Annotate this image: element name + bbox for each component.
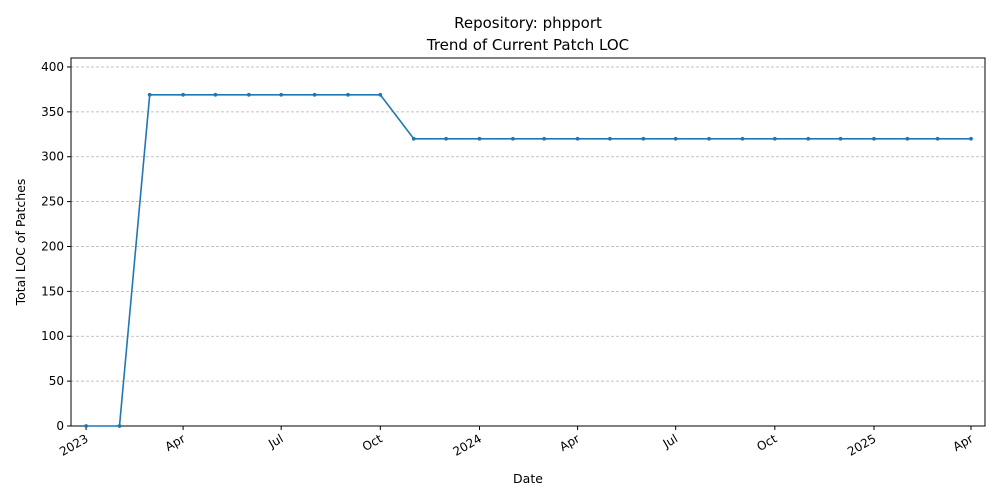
x-tick-label: Apr — [951, 431, 976, 454]
data-point — [477, 136, 482, 141]
series-line — [86, 94, 971, 427]
data-point — [181, 92, 185, 97]
y-tick-label: 250 — [41, 195, 64, 209]
data-point — [772, 136, 777, 141]
data-point — [147, 92, 152, 97]
y-tick-label: 350 — [41, 105, 64, 119]
x-tick-label: Apr — [163, 431, 188, 454]
x-tick-label: 2025 — [845, 431, 878, 458]
y-axis-ticks: 0 50 100 150 200 250 300 350 400 — [41, 60, 71, 433]
chart-title: Repository: phpport — [454, 14, 602, 32]
data-point — [872, 136, 876, 141]
y-tick-label: 50 — [49, 374, 64, 388]
data-point — [641, 136, 646, 141]
y-tick-label: 200 — [41, 239, 64, 253]
x-tick-label: Oct — [754, 431, 779, 454]
data-point — [246, 92, 251, 97]
x-tick-label: Jul — [660, 431, 680, 451]
data-point — [378, 92, 383, 97]
y-axis-label: Total LOC of Patches — [13, 179, 28, 307]
x-tick-label: 2023 — [57, 431, 90, 458]
data-point — [346, 92, 350, 97]
data-point — [575, 136, 580, 141]
y-tick-label: 150 — [41, 284, 64, 298]
x-axis-label: Date — [513, 471, 543, 486]
data-point — [411, 136, 416, 141]
data-point — [673, 136, 678, 141]
x-tick-label: Jul — [265, 431, 285, 451]
data-point — [444, 136, 448, 141]
x-tick-label: Oct — [360, 431, 385, 454]
data-point — [279, 92, 284, 97]
y-tick-label: 300 — [41, 150, 64, 164]
grid-lines — [71, 66, 985, 382]
data-point — [608, 136, 612, 141]
y-tick-label: 400 — [41, 60, 64, 74]
axes — [70, 57, 986, 427]
data-point — [542, 136, 547, 141]
data-point — [740, 136, 745, 141]
data-point — [806, 136, 811, 141]
data-point — [312, 92, 317, 97]
data-point — [935, 136, 940, 141]
data-point — [707, 136, 711, 141]
x-tick-label: 2024 — [451, 431, 484, 458]
data-point — [213, 92, 218, 97]
data-point — [905, 136, 910, 141]
y-tick-label: 100 — [41, 329, 64, 343]
chart-subtitle: Trend of Current Patch LOC — [426, 36, 629, 54]
data-point — [511, 136, 515, 141]
series-group — [84, 92, 973, 428]
x-tick-label: Apr — [557, 431, 582, 454]
data-point — [117, 424, 122, 428]
data-point — [969, 136, 973, 141]
plot-frame — [70, 57, 986, 427]
data-point — [838, 136, 843, 141]
y-tick-label: 0 — [56, 419, 64, 433]
x-axis-ticks: 2023 Apr Jul Oct 2024 Apr Jul Oct 2025 Apr — [57, 426, 976, 459]
data-point — [84, 424, 88, 428]
